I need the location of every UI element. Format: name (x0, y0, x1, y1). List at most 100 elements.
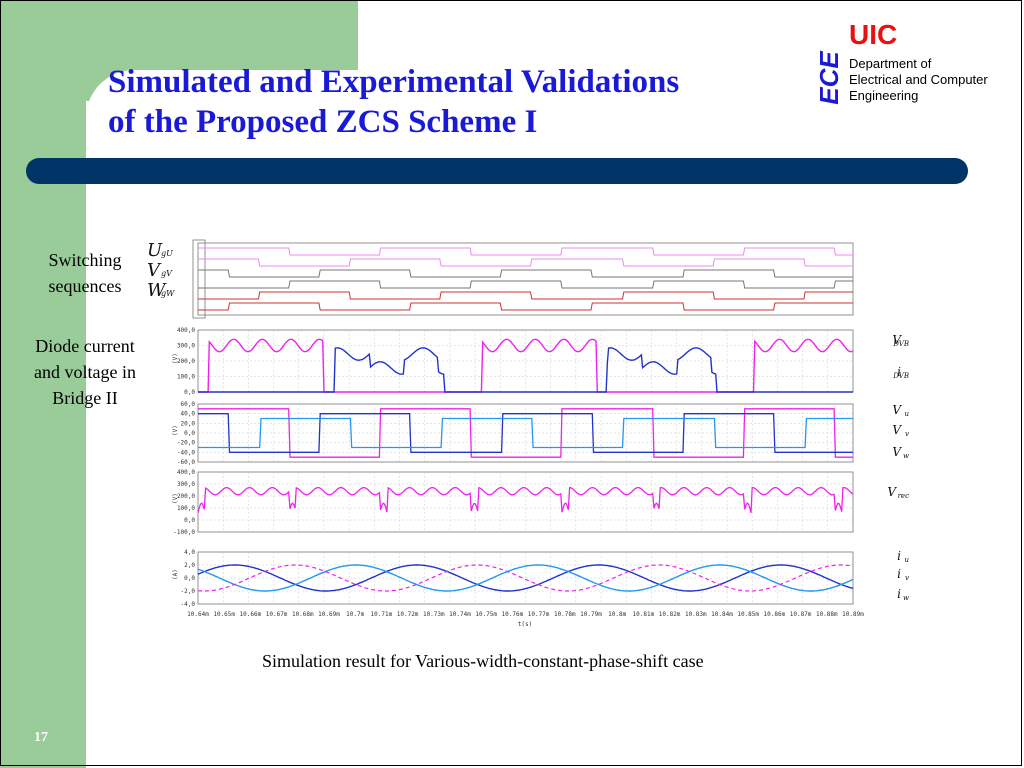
x-tick-label: 10.65m (213, 611, 235, 618)
x-tick-label: 10.7m (346, 611, 364, 618)
logo-ece-text: ECE (814, 51, 844, 105)
trace-phase-w (198, 417, 853, 449)
y-tick-label: -60,0 (177, 459, 195, 466)
legend-vu: V (892, 403, 902, 417)
y-tick-label: -100,0 (173, 529, 195, 536)
legend-iv: i (897, 567, 901, 581)
trace-current-w (197, 564, 854, 592)
signal-label-w-sub: gW (161, 289, 175, 298)
x-tick-label: 10.86m (764, 611, 786, 618)
gate-signal-trace (198, 280, 853, 289)
uic-ece-logo: UIC ECE Department of Electrical and Com… (814, 18, 1018, 108)
y-tick-label: 100,0 (177, 374, 195, 381)
trace-current-v (197, 564, 854, 592)
phase-voltage-panel: (V) 60,0 40,0 20,0 0,0 -20,0 -40,0 -60,0 V u V… (172, 401, 909, 466)
signal-label-w: W (147, 280, 167, 301)
gate-signal-trace (198, 258, 853, 267)
legend-vw: V (892, 445, 902, 459)
rectified-panel: (V) 400,0 300,0 200,0 100,0 0,0 -100,0 V rec (172, 469, 909, 536)
title-line-1: Simulated and Experimental Validations (108, 64, 680, 100)
legend-vu-sub: u (904, 410, 909, 418)
legend-vw-sub: w (903, 452, 909, 460)
y-tick-label: 0,0 (184, 575, 195, 582)
diode-traces (198, 330, 854, 393)
white-rounded-corner (86, 70, 386, 170)
y-tick-label: -4,0 (181, 601, 196, 608)
y-tick-label: 60,0 (181, 401, 196, 408)
logo-department: Department of Electrical and Computer En… (849, 56, 988, 104)
y-tick-label: 40,0 (181, 411, 196, 418)
y-tick-label: 4,0 (184, 549, 195, 556)
diode-y-ticks: 400,0 300,0 200,0 100,0 0,0 (177, 327, 195, 396)
x-axis-ticks: 10.64m 10.65m 10.66m 10.67m 10.68m 10.69m 10.7… (187, 611, 864, 618)
label-diode-current-voltage: Diode current and voltage in Bridge II (14, 333, 156, 411)
switching-panel: U gU V gV W gW (147, 239, 854, 319)
y-tick-label: 200,0 (177, 358, 195, 365)
x-tick-label: 10.83m (685, 611, 707, 618)
rect-y-ticks: 400,0 300,0 200,0 100,0 0,0 -100,0 (173, 469, 195, 536)
phase-y-ticks: 60,0 40,0 20,0 0,0 -20,0 -40,0 -60,0 (177, 401, 195, 466)
phase-voltage-traces (198, 404, 853, 462)
y-tick-label: 0,0 (184, 389, 195, 396)
y-tick-label: 300,0 (177, 343, 195, 350)
current-ylabel: (A) (172, 569, 179, 580)
label-switching-line-1: Switching (48, 250, 122, 270)
logo-dept-line-2: Electrical and Computer (849, 72, 988, 87)
page-number: 17 (34, 730, 48, 745)
x-tick-label: 10.8m (608, 611, 626, 618)
x-tick-label: 10.79m (580, 611, 602, 618)
diode-panel: (V) 400,0 300,0 200,0 100,0 0,0 V DVB i DVB (172, 327, 909, 396)
y-tick-label: 0,0 (184, 517, 195, 524)
legend-v-dvb-sub: DVB (892, 340, 909, 348)
rect-ylabel: (V) (172, 493, 179, 504)
trace-current-u (197, 564, 854, 592)
x-tick-label: 10.89m (842, 611, 864, 618)
x-tick-label: 10.87m (790, 611, 812, 618)
x-tick-label: 10.77m (528, 611, 550, 618)
phase-ylabel: (V) (172, 425, 179, 436)
legend-iu: i (897, 549, 901, 563)
legend-iw-sub: w (903, 594, 909, 602)
figure-caption: Simulation result for Various-width-cons… (262, 651, 704, 671)
title-divider-bar (26, 158, 968, 184)
y-tick-label: -40,0 (177, 449, 195, 456)
current-y-ticks: 4,0 2,0 0,0 -2,0 -4,0 (181, 549, 196, 608)
currents-panel: (A) 4,0 2,0 0,0 -2,0 -4,0 i u i v i w (172, 549, 909, 608)
x-tick-label: 10.82m (659, 611, 681, 618)
x-tick-label: 10.85m (737, 611, 759, 618)
slide-title: Simulated and Experimental Validations o… (108, 62, 679, 142)
x-tick-label: 10.84m (711, 611, 733, 618)
y-tick-label: 20,0 (181, 420, 196, 427)
trace-diode-current (198, 347, 853, 393)
logo-dept-line-3: Engineering (849, 88, 919, 103)
y-tick-label: 300,0 (177, 481, 195, 488)
y-tick-label: 200,0 (177, 493, 195, 500)
y-tick-label: 400,0 (177, 469, 195, 476)
signal-label-v: V (147, 260, 162, 281)
y-tick-label: 2,0 (184, 562, 195, 569)
gate-signal-trace (198, 291, 853, 300)
current-traces (197, 552, 854, 604)
title-line-2: of the Proposed ZCS Scheme I (108, 104, 538, 140)
simulation-figure: U gU V gV W gW (V) 400,0 300,0 200,0 100,0 0… (147, 239, 909, 628)
y-tick-label: 400,0 (177, 327, 195, 334)
label-diode-line-2: and voltage in (34, 362, 136, 382)
rectified-traces (197, 472, 854, 532)
x-tick-label: 10.69m (318, 611, 340, 618)
gate-signal-trace (198, 247, 853, 256)
x-tick-label: 10.67m (266, 611, 288, 618)
x-tick-label: 10.73m (423, 611, 445, 618)
x-tick-label: 10.76m (502, 611, 524, 618)
x-tick-label: 10.81m (633, 611, 655, 618)
y-tick-label: 100,0 (177, 505, 195, 512)
legend-vrec-sub: rec (898, 492, 909, 500)
legend-i-dvb: i (897, 365, 901, 379)
x-axis-label: t(s) (518, 621, 532, 628)
label-diode-line-3: Bridge II (52, 388, 118, 408)
legend-i-dvb-sub: DVB (892, 372, 909, 380)
legend-vrec: V (887, 485, 897, 499)
label-switching-sequences: Switching sequences (26, 247, 144, 299)
switching-index-box (192, 239, 206, 319)
gate-signal-trace (198, 302, 853, 311)
